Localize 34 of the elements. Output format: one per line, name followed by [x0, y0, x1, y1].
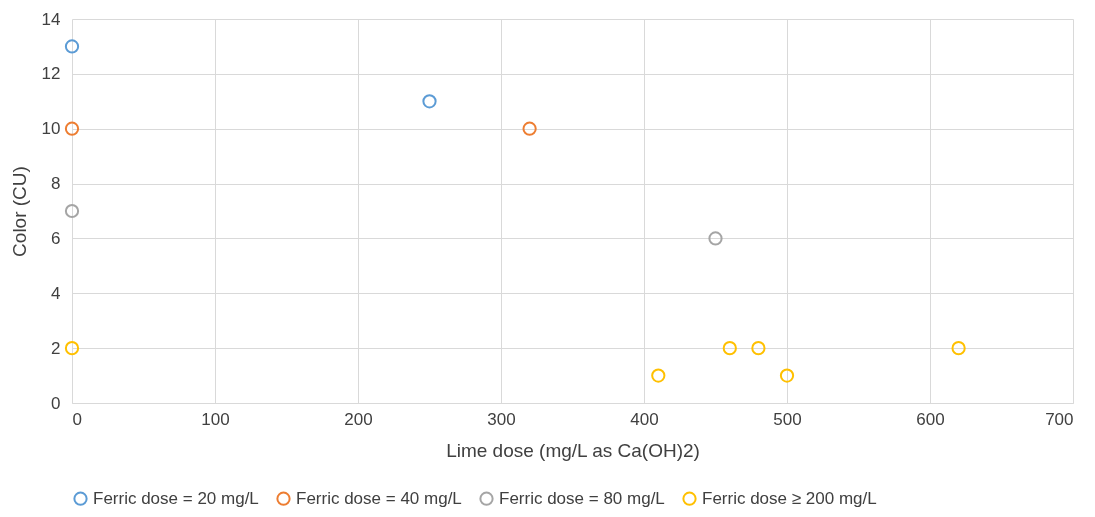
point — [722, 341, 737, 356]
x-tick-label: 500 — [773, 409, 802, 429]
y-tick-label: 6 — [51, 228, 61, 248]
point — [708, 231, 723, 246]
x-tick-label: 300 — [487, 409, 516, 429]
y-tick-label: 8 — [51, 174, 61, 194]
y-tick-label: 14 — [41, 9, 61, 29]
x-axis-title: Lime dose (mg/L as Ca(OH)2) — [446, 439, 700, 461]
y-tick-label: 0 — [51, 393, 61, 413]
x-tick-label: 200 — [344, 409, 373, 429]
point — [522, 121, 537, 136]
point — [751, 341, 766, 356]
legend-label: Ferric dose = 80 mg/L — [499, 488, 665, 508]
x-tick-label: 400 — [630, 409, 659, 429]
point — [651, 368, 666, 383]
y-tick-label: 4 — [51, 283, 61, 303]
point — [951, 341, 966, 356]
x-tick-label: 600 — [916, 409, 945, 429]
x-tick-label: 700 — [1045, 409, 1074, 429]
point — [64, 203, 80, 219]
point — [64, 341, 80, 356]
point — [422, 94, 437, 109]
y-tick-label: 2 — [51, 338, 61, 358]
legend-label: Ferric dose = 20 mg/L — [93, 488, 259, 508]
legend-label: Ferric dose ≥ 200 mg/L — [702, 488, 877, 508]
point — [64, 39, 80, 54]
x-tick-label: 100 — [201, 409, 230, 429]
point — [779, 368, 795, 383]
x-tick-label: 0 — [72, 409, 82, 429]
y-tick-label: 10 — [41, 119, 61, 139]
y-axis-title: Color (CU) — [8, 166, 30, 257]
legend-label: Ferric dose = 40 mg/L — [296, 488, 462, 508]
y-tick-label: 12 — [41, 64, 61, 84]
point — [64, 121, 80, 136]
